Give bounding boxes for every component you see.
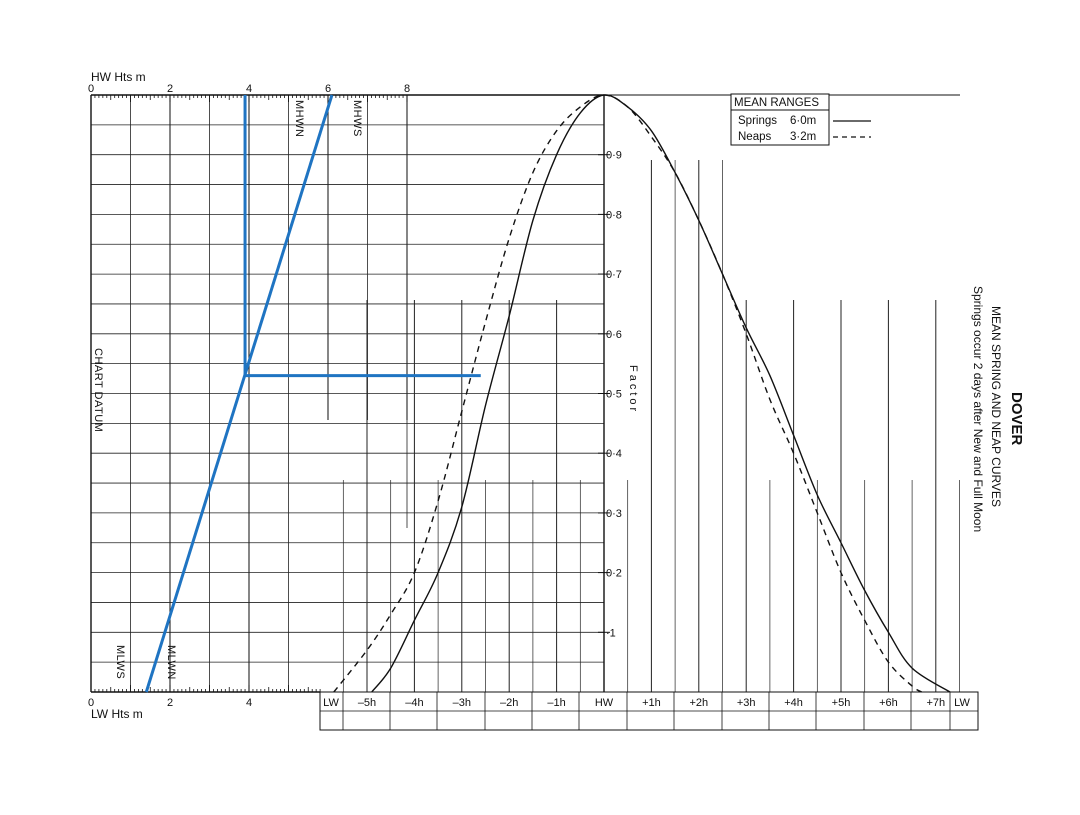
hw-tick-2: 2 [167,83,173,95]
chart-note: Springs occur 2 days after New and Full … [971,286,985,532]
mhws-label: MHWS [351,100,363,137]
legend-springs-value: 6·0m [790,115,816,127]
lw-tick-0: 0 [88,697,94,709]
time-tick-label: +7h [926,697,945,709]
time-tick-label: –5h [358,697,376,709]
example-construction [144,94,481,693]
time-grid [342,160,960,692]
range-line [144,94,334,693]
hw-tick-4: 4 [246,83,252,95]
factor-tick-label: 0·3 [606,508,622,520]
mhwn-label: MHWN [293,100,305,137]
time-tick-label: –2h [500,697,518,709]
factor-axis-label: Factor [627,365,639,414]
legend-box [730,93,830,146]
hw-tick-6: 6 [325,83,331,95]
factor-tick-label: 0·9 [606,150,622,162]
time-tick-label: HW [595,697,614,709]
factor-tick-label: 0·5 [606,389,622,401]
height-panel: HW Hts m 0 2 4 6 8 0 2 4 LW Hts m MHWN M… [88,70,604,721]
time-table-cells: LW –5h –4h –3h –2h –1h HW +1h +2h +3h +4h +5h +6h +7h… [319,692,979,730]
mlwn-label: MLWN [165,645,177,680]
curves [333,94,951,693]
time-tick-label: +5h [832,697,851,709]
chart-subtitle: MEAN SPRING AND NEAP CURVES [989,306,1003,507]
legend: MEAN RANGES Springs 6·0m Neaps 3·2m [730,93,871,146]
time-tick-label: –3h [453,697,471,709]
hw-tick-8: 8 [404,83,410,95]
factor-tick-label: 0·7 [606,269,622,281]
curve-springs [371,94,951,693]
factor-tick-label: 0·2 [606,568,622,580]
time-panel: LW –5h –4h –3h –2h –1h HW +1h +2h +3h +4h +5h +6h +7h… [319,94,979,731]
hw-tick-0: 0 [88,83,94,95]
hw-axis-label: HW Hts m [91,70,146,84]
factor-tick-label: 0·8 [606,209,622,221]
time-tick-label: +3h [737,697,756,709]
legend-springs-label: Springs [738,115,777,127]
factor-tick-label: ·1 [606,627,616,639]
factor-tick-labels: ·1 0·2 0·3 0·4 0·5 0·6 0·7 0·8 0·9 [598,150,622,639]
time-tick-label: –1h [547,697,565,709]
factor-tick-label: 0·6 [606,329,622,341]
lw-minor-ticks [90,685,321,692]
legend-neaps-value: 3·2m [790,131,816,143]
curve-neaps [333,94,922,693]
chart-datum-label: CHART DATUM [92,348,104,432]
time-tick-label: LW [323,697,339,709]
time-tick-label: +6h [879,697,898,709]
legend-neaps-label: Neaps [738,131,771,143]
factor-tick-label: 0·4 [606,448,622,460]
height-grid [91,95,604,693]
time-tick-label: LW [954,697,970,709]
time-tick-label: +4h [784,697,803,709]
time-tick-label: +1h [642,697,661,709]
mlws-label: MLWS [114,645,126,679]
lw-tick-4: 4 [246,697,252,709]
legend-title: MEAN RANGES [734,97,819,109]
time-tick-label: –4h [405,697,423,709]
lw-tick-2: 2 [167,697,173,709]
chart-title: DOVER [1008,392,1025,446]
time-tick-label: +2h [689,697,708,709]
lw-axis-label: LW Hts m [91,707,143,721]
title-block: DOVER MEAN SPRING AND NEAP CURVES Spring… [971,286,1025,532]
